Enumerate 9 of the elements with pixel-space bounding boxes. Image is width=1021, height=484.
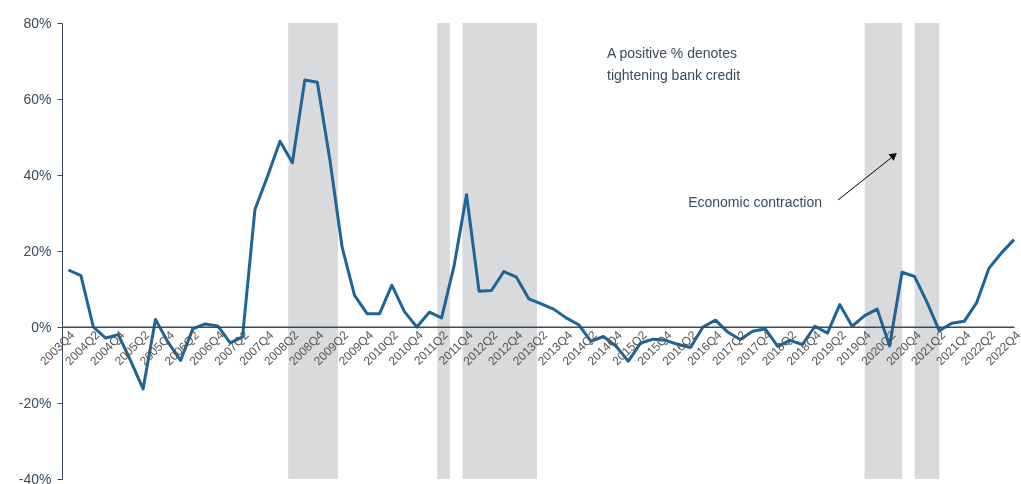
y-tick-label: 60%	[23, 90, 52, 107]
y-tick-label: 40%	[23, 166, 52, 183]
y-tick-label: 0%	[31, 318, 52, 335]
y-tick-label: -40%	[18, 470, 52, 484]
y-tick-label: -20%	[18, 394, 52, 411]
annotation: A positive % denotes tightening bank credit	[607, 45, 741, 83]
y-tick-label: 20%	[23, 242, 52, 259]
y-tick-label: 80%	[23, 14, 52, 31]
annotation: Economic contraction	[688, 194, 822, 210]
